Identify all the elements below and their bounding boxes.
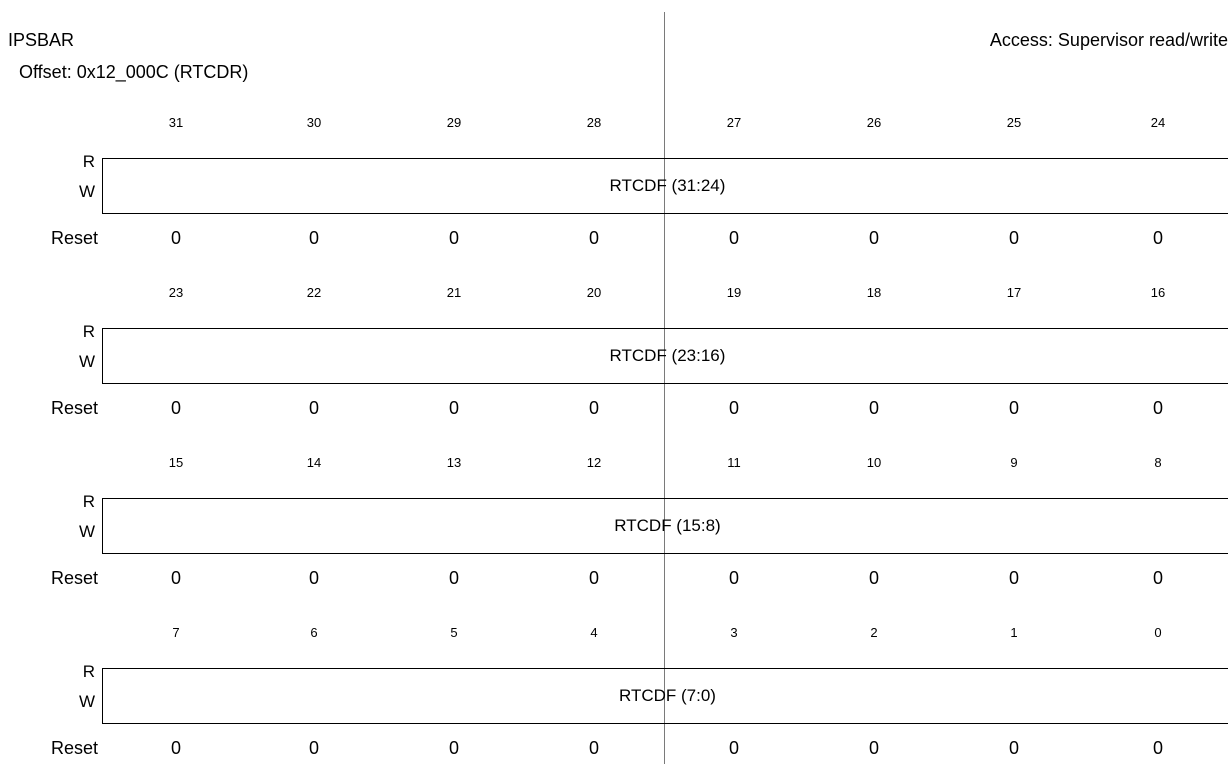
bit-number: 20 [586, 285, 602, 300]
register-offset-label: Offset: 0x12_000C (RTCDR) [19, 62, 249, 82]
write-label: W [78, 182, 95, 201]
read-label: R [82, 662, 95, 681]
bit-number: 3 [730, 625, 738, 640]
bit-number: 26 [866, 115, 882, 130]
bit-number: 18 [866, 285, 882, 300]
reset-value: 0 [1008, 228, 1019, 248]
reset-value: 0 [448, 398, 459, 418]
reset-value: 0 [588, 738, 599, 758]
bit-number: 8 [1154, 455, 1162, 470]
field-name: RTCDF (7:0) [619, 686, 716, 705]
reset-label: Reset [50, 568, 98, 588]
bit-number: 4 [590, 625, 598, 640]
bit-number: 7 [172, 625, 180, 640]
bit-number: 9 [1010, 455, 1018, 470]
reset-value: 0 [308, 228, 319, 248]
reset-value: 0 [1152, 228, 1163, 248]
reset-value: 0 [1008, 738, 1019, 758]
reset-value: 0 [868, 568, 879, 588]
access-label: Access: Supervisor read/write [989, 30, 1228, 50]
reset-value: 0 [448, 738, 459, 758]
bit-number: 1 [1010, 625, 1018, 640]
reset-value: 0 [868, 398, 879, 418]
bit-number: 16 [1150, 285, 1166, 300]
bit-number: 30 [306, 115, 322, 130]
bit-number: 14 [306, 455, 322, 470]
reset-value: 0 [1152, 568, 1163, 588]
reset-value: 0 [170, 568, 181, 588]
reset-value: 0 [170, 228, 181, 248]
field-name: RTCDF (23:16) [609, 346, 726, 365]
center-divider-line [664, 12, 665, 764]
reset-label: Reset [50, 738, 98, 758]
reset-value: 0 [588, 568, 599, 588]
bit-number: 13 [446, 455, 462, 470]
reset-value: 0 [170, 738, 181, 758]
bit-number: 28 [586, 115, 602, 130]
field-name: RTCDF (15:8) [614, 516, 721, 535]
bit-number: 12 [586, 455, 602, 470]
reset-value: 0 [1152, 398, 1163, 418]
reset-value: 0 [728, 568, 739, 588]
reset-value: 0 [868, 738, 879, 758]
bit-number: 0 [1154, 625, 1162, 640]
bit-number: 27 [726, 115, 742, 130]
reset-value: 0 [588, 398, 599, 418]
read-label: R [82, 492, 95, 511]
bit-number: 11 [727, 455, 741, 470]
reset-label: Reset [50, 228, 98, 248]
bit-number: 2 [870, 625, 878, 640]
write-label: W [78, 352, 95, 371]
register-field-box: RTCDF (15:8) [102, 498, 1228, 554]
register-field-box: RTCDF (7:0) [102, 668, 1228, 724]
reset-value: 0 [588, 228, 599, 248]
reset-value: 0 [308, 738, 319, 758]
base-register-label: IPSBAR [8, 30, 75, 50]
reset-value: 0 [170, 398, 181, 418]
field-name: RTCDF (31:24) [609, 176, 726, 195]
register-field-box: RTCDF (23:16) [102, 328, 1228, 384]
bit-number: 22 [306, 285, 322, 300]
reset-value: 0 [1152, 738, 1163, 758]
read-label: R [82, 322, 95, 341]
bit-number: 23 [168, 285, 184, 300]
reset-label: Reset [50, 398, 98, 418]
bit-number: 31 [168, 115, 184, 130]
reset-value: 0 [448, 228, 459, 248]
bit-number: 15 [168, 455, 184, 470]
bit-number: 10 [866, 455, 882, 470]
reset-value: 0 [308, 568, 319, 588]
reset-value: 0 [868, 228, 879, 248]
reset-value: 0 [728, 398, 739, 418]
bit-number: 21 [446, 285, 462, 300]
bit-number: 25 [1006, 115, 1022, 130]
reset-value: 0 [308, 398, 319, 418]
read-label: R [82, 152, 95, 171]
reset-value: 0 [1008, 398, 1019, 418]
bit-number: 5 [450, 625, 458, 640]
reset-value: 0 [728, 228, 739, 248]
reset-value: 0 [448, 568, 459, 588]
bit-number: 6 [310, 625, 318, 640]
bit-number: 17 [1006, 285, 1022, 300]
bit-number: 24 [1150, 115, 1166, 130]
register-field-box: RTCDF (31:24) [102, 158, 1228, 214]
bit-number: 19 [726, 285, 742, 300]
write-label: W [78, 692, 95, 711]
bit-number: 29 [446, 115, 462, 130]
reset-value: 0 [1008, 568, 1019, 588]
write-label: W [78, 522, 95, 541]
reset-value: 0 [728, 738, 739, 758]
